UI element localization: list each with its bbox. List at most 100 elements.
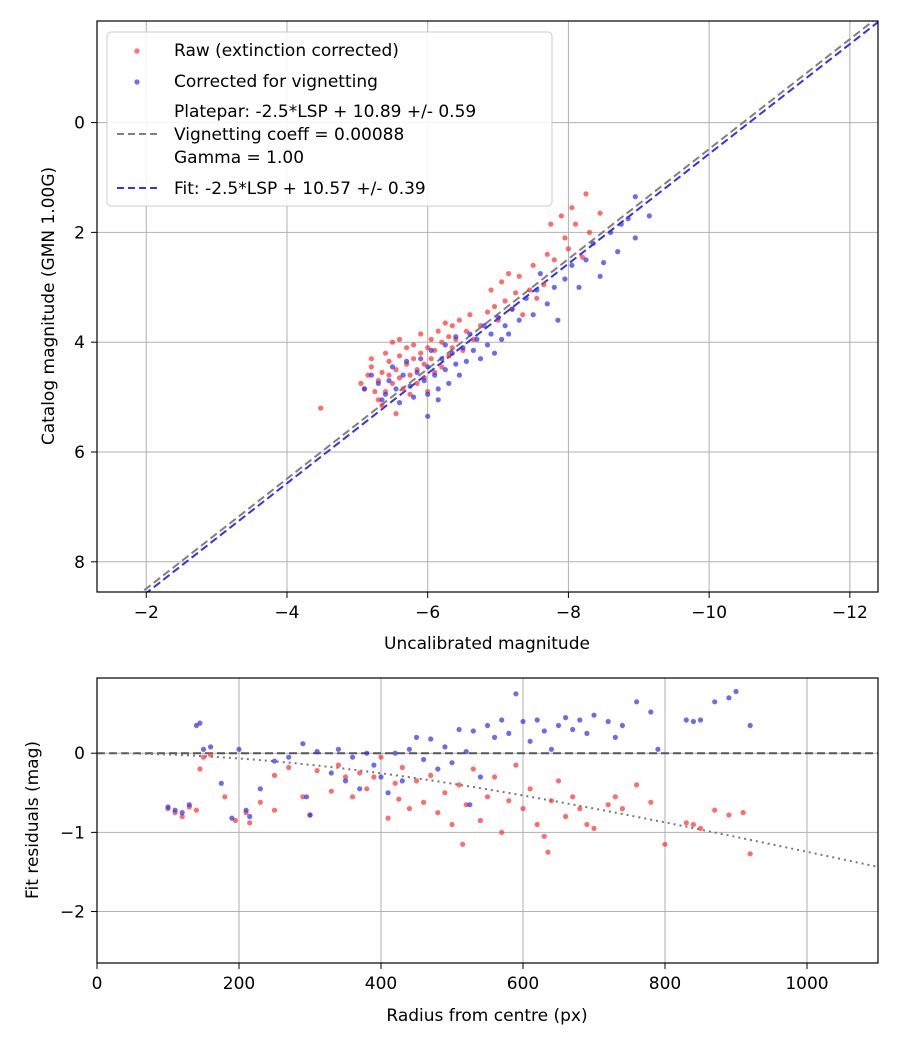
bot-corrected-point: [378, 774, 384, 780]
bot-corrected-point: [563, 715, 569, 721]
bot-raw-point: [541, 833, 547, 839]
bottom-x-ticks: 0 200 400 600 800 1000: [92, 963, 829, 994]
top-corrected-point: [555, 317, 561, 323]
bot-corrected-point: [577, 717, 583, 723]
top-raw-point: [449, 345, 455, 351]
top-y-axis-label: Catalog magnitude (GMN 1.00G): [39, 167, 59, 445]
bot-raw-point: [271, 807, 278, 813]
top-raw-point: [421, 361, 427, 367]
top-raw-point: [439, 364, 445, 370]
legend-raw-marker: [134, 48, 140, 54]
bot-raw-point: [179, 813, 185, 820]
bot-corrected-point: [747, 722, 753, 729]
top-raw-point: [439, 339, 445, 345]
top-raw-point: [375, 397, 381, 403]
bot-x-tick-label: 0: [92, 974, 103, 994]
magnitude-scatter-plot: −2 −4 −6 −8 −10 −12 0 2 4 6 8 Uncalibrated magnit…: [39, 20, 879, 654]
bot-corrected-point: [200, 746, 207, 752]
top-corrected-point: [590, 240, 596, 246]
top-raw-point: [530, 262, 536, 268]
top-raw-point: [407, 391, 413, 397]
bot-raw-point: [484, 794, 491, 800]
top-corrected-point: [435, 397, 441, 403]
bot-corrected-point: [655, 746, 661, 752]
bot-x-tick-label: 1000: [785, 974, 828, 994]
bot-corrected-point: [179, 810, 185, 816]
bot-corrected-point: [733, 688, 739, 695]
top-raw-point: [586, 229, 593, 235]
bot-raw-point: [697, 825, 704, 832]
bot-raw-point: [477, 817, 483, 824]
bot-raw-point: [335, 762, 341, 768]
bot-corrected-point: [229, 815, 235, 821]
bot-raw-point: [648, 799, 654, 805]
top-raw-point: [368, 356, 374, 362]
bot-raw-point: [577, 806, 583, 812]
bot-corrected-point: [555, 722, 562, 729]
bot-corrected-point: [399, 778, 405, 784]
top-corrected-point: [446, 380, 452, 386]
bot-raw-point: [499, 829, 505, 836]
top-raw-point: [435, 328, 441, 334]
top-raw-point: [389, 380, 396, 386]
legend: Raw (extinction corrected) Corrected for…: [106, 31, 553, 207]
top-x-tick-label: −4: [274, 603, 299, 623]
top-raw-point: [516, 273, 522, 279]
bot-corrected-point: [218, 780, 224, 786]
bottom-x-axis-label: Radius from centre (px): [386, 1006, 587, 1026]
top-corrected-point: [477, 356, 484, 362]
top-raw-point: [565, 246, 572, 252]
top-corrected-point: [389, 364, 396, 370]
top-corrected-point: [425, 364, 431, 370]
legend-vignetting-label: Vignetting coeff = 0.00088: [174, 125, 404, 145]
top-raw-point: [393, 367, 399, 373]
bot-raw-point: [492, 774, 498, 780]
top-raw-point: [579, 254, 586, 260]
top-corrected-point: [506, 331, 512, 337]
bot-corrected-point: [449, 760, 455, 766]
top-raw-point: [396, 336, 403, 342]
top-corrected-point: [418, 356, 424, 362]
bot-y-tick-label: 0: [74, 744, 85, 764]
bot-raw-point: [257, 799, 263, 805]
top-x-ticks: −2 −4 −6 −8 −10 −12: [134, 592, 868, 623]
top-raw-point: [414, 380, 420, 386]
bot-y-tick-label: −1: [60, 823, 85, 843]
top-corrected-point: [569, 262, 575, 268]
top-corrected-point: [488, 331, 494, 337]
bot-raw-point: [222, 794, 228, 800]
bot-raw-point: [413, 778, 420, 784]
top-raw-point: [491, 303, 498, 310]
top-corrected-point: [407, 383, 413, 389]
bot-corrected-point: [477, 774, 483, 780]
top-corrected-point: [396, 400, 403, 406]
bot-raw-point: [740, 810, 746, 816]
legend-box: [106, 31, 553, 207]
bot-raw-point: [534, 821, 540, 828]
top-raw-point: [396, 353, 403, 359]
bot-y-tick-label: −2: [60, 903, 85, 923]
top-corrected-point: [544, 301, 550, 307]
bot-raw-point: [563, 813, 569, 820]
top-corrected-point: [632, 235, 638, 241]
top-corrected-point: [509, 306, 515, 312]
top-corrected-point: [495, 314, 501, 321]
legend-gamma-label: Gamma = 1.00: [174, 148, 304, 168]
top-raw-point: [393, 411, 399, 417]
top-corrected-point: [523, 295, 529, 301]
top-raw-point: [418, 350, 424, 356]
top-corrected-point: [484, 342, 491, 348]
bot-corrected-point: [584, 730, 590, 737]
legend-corrected-marker: [134, 79, 140, 85]
bot-raw-point: [428, 772, 434, 779]
top-corrected-point: [597, 273, 603, 279]
bot-raw-point: [747, 851, 753, 857]
bot-corrected-point: [467, 802, 473, 808]
bot-corrected-point: [470, 728, 476, 734]
bot-corrected-point: [413, 734, 420, 741]
bot-raw-point: [570, 794, 576, 800]
top-corrected-point: [474, 336, 480, 342]
top-corrected-point: [583, 257, 589, 263]
bot-corrected-point: [385, 790, 391, 796]
bot-raw-point: [527, 786, 533, 792]
